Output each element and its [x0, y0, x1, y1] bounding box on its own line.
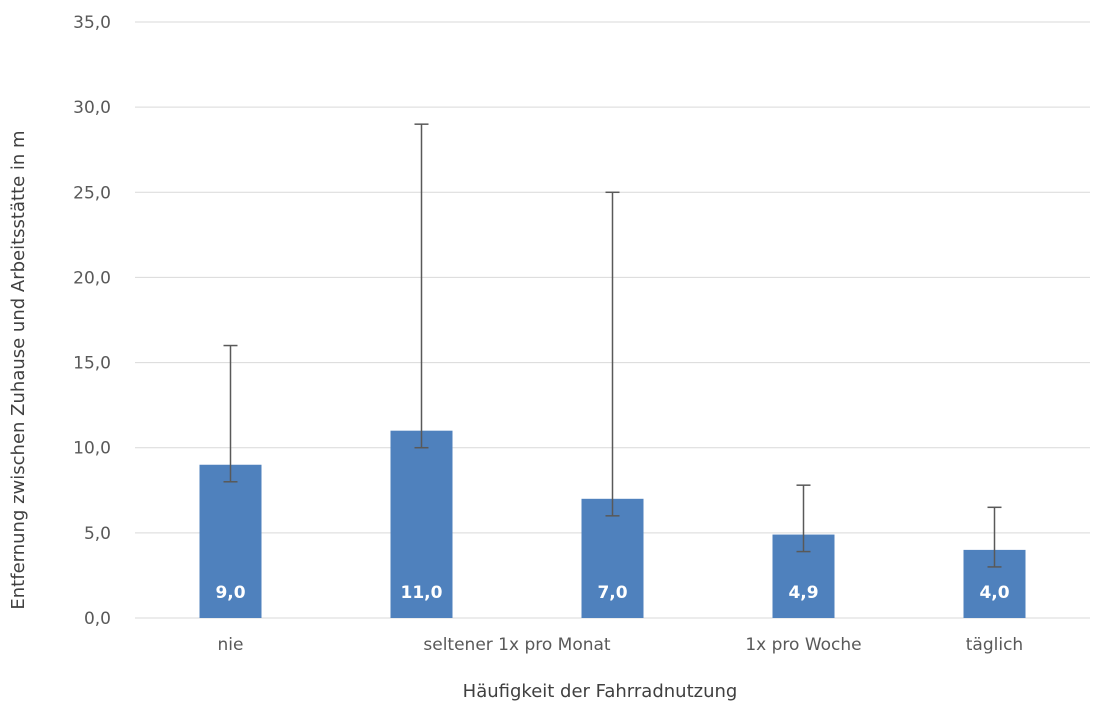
- bar-value-label: 9,0: [215, 583, 245, 603]
- y-tick-label: 10,0: [73, 439, 111, 459]
- y-axis-title: Entfernung zwischen Zuhause und Arbeitss…: [8, 130, 29, 609]
- error-bars: [223, 123, 1002, 568]
- y-tick-label: 25,0: [73, 183, 111, 203]
- bar: [390, 430, 453, 618]
- y-tick-label: 5,0: [84, 524, 111, 544]
- x-tick-label: nie: [218, 635, 244, 655]
- bar-value-label: 11,0: [401, 583, 443, 603]
- y-tick-label: 30,0: [73, 98, 111, 118]
- x-tick-label: 1x pro Woche: [745, 635, 861, 655]
- y-axis-ticks: 0,0 5,0 10,0 15,0 20,0 25,0 30,0 35,0: [73, 13, 111, 629]
- y-tick-label: 15,0: [73, 354, 111, 374]
- y-tick-label: 35,0: [73, 13, 111, 33]
- bar: [581, 498, 644, 618]
- bar-value-labels: 9,0 11,0 7,0 4,9 4,0: [215, 583, 1009, 603]
- y-tick-label: 0,0: [84, 609, 111, 629]
- y-tick-label: 20,0: [73, 268, 111, 288]
- x-tick-label: seltener 1x pro Monat: [423, 635, 611, 655]
- x-axis-ticks: nie seltener 1x pro Monat 1x pro Woche tägl…: [218, 635, 1024, 655]
- bars: [199, 430, 1026, 618]
- x-tick-label: täglich: [966, 635, 1023, 655]
- bar-value-label: 7,0: [597, 583, 627, 603]
- bar: [199, 464, 262, 618]
- x-axis-title: Häufigkeit der Fahrradnutzung: [463, 681, 738, 702]
- bar-value-label: 4,0: [979, 583, 1009, 603]
- bar-value-label: 4,9: [788, 583, 818, 603]
